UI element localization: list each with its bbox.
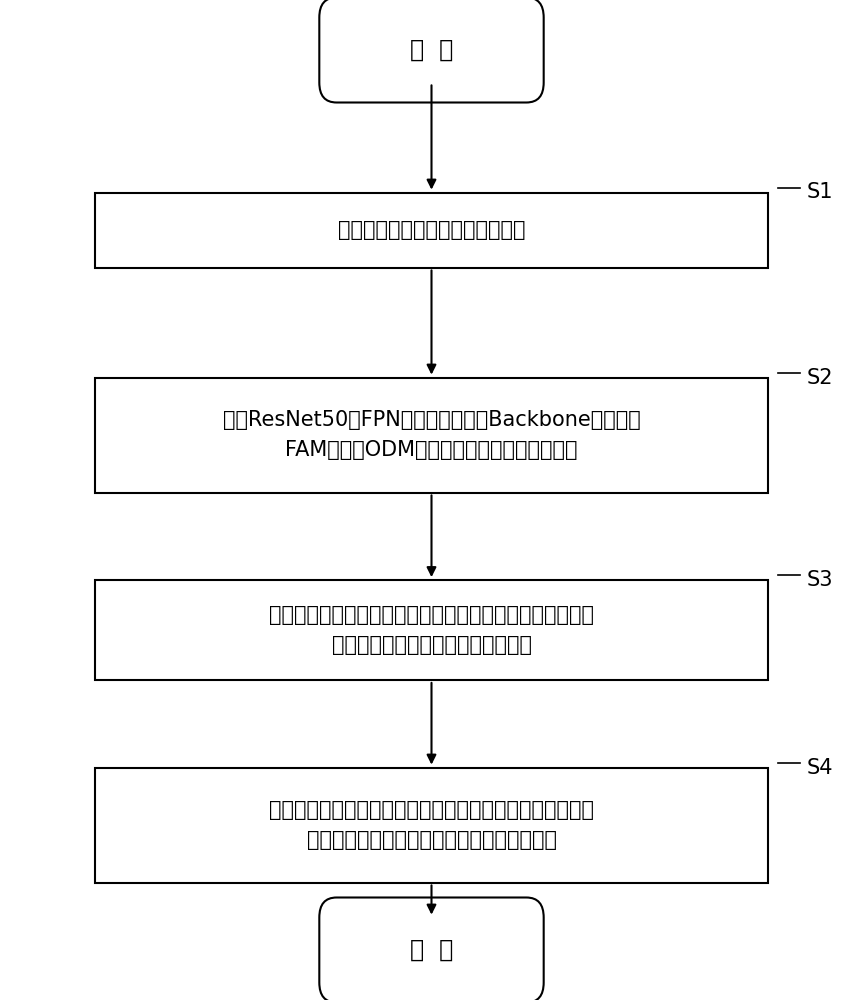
Text: S2: S2: [807, 367, 834, 387]
Text: 结  束: 结 束: [410, 938, 453, 962]
Text: 基于随机梯度下降法和最小化损失函数对初始卷积神经网络
进行训练得到大型会场座席检测模型: 基于随机梯度下降法和最小化损失函数对初始卷积神经网络 进行训练得到大型会场座席检…: [269, 605, 594, 655]
FancyBboxPatch shape: [95, 768, 768, 882]
FancyBboxPatch shape: [319, 898, 544, 1000]
Text: S3: S3: [807, 570, 834, 590]
Text: 采用大型会场座席检测模型对视频流中每隔设定帧的图像进
行座席检测，并输出对应的座椅定位检测结果: 采用大型会场座席检测模型对视频流中每隔设定帧的图像进 行座席检测，并输出对应的座…: [269, 800, 594, 850]
Text: 开  始: 开 始: [410, 38, 453, 62]
FancyBboxPatch shape: [319, 0, 544, 103]
FancyBboxPatch shape: [95, 580, 768, 680]
Text: S4: S4: [807, 758, 834, 778]
FancyBboxPatch shape: [95, 378, 768, 493]
FancyBboxPatch shape: [95, 192, 768, 267]
Text: 采用ResNet50和FPN结合的网络作为Backbone，连接至
FAM模块和ODM模块以构建初始卷积神经网络: 采用ResNet50和FPN结合的网络作为Backbone，连接至 FAM模块和…: [223, 410, 640, 460]
Text: S1: S1: [807, 182, 834, 202]
Text: 获取待测会场的俯视角度的视频流: 获取待测会场的俯视角度的视频流: [337, 220, 526, 240]
